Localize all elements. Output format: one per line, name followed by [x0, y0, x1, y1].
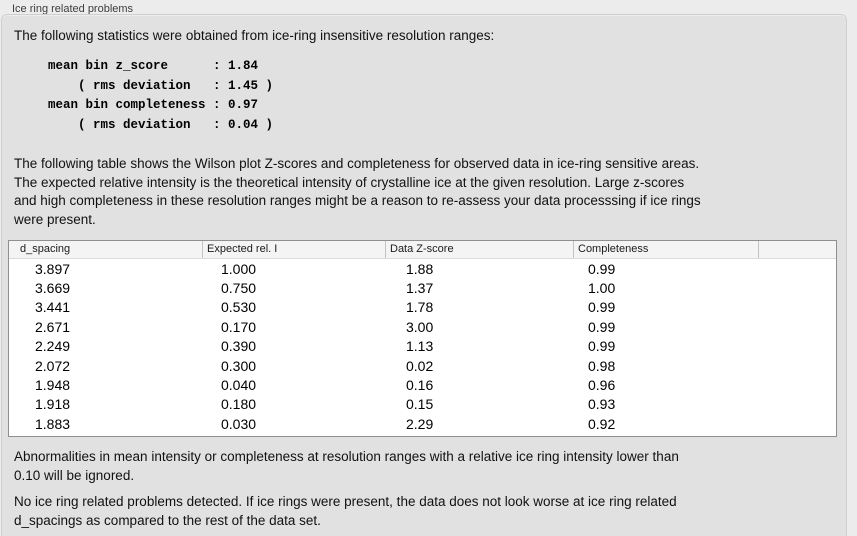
- cell-expected-rel-i: 0.030: [221, 415, 257, 432]
- cell-data-z-score: 1.13: [406, 338, 434, 355]
- cell-completeness: 1.00: [588, 280, 616, 297]
- table-row[interactable]: 1.883 0.030 2.29 0.92: [9, 414, 836, 433]
- statistics-block: mean bin z_score : 1.84 ( rms deviation …: [48, 59, 274, 132]
- cell-expected-rel-i: 0.040: [221, 377, 257, 394]
- cell-expected-rel-i: 0.530: [221, 299, 257, 316]
- cell-d-spacing: 3.897: [35, 260, 71, 277]
- table-row[interactable]: 2.671 0.170 3.00 0.99: [9, 317, 836, 336]
- cell-completeness: 0.96: [588, 377, 616, 394]
- table-row[interactable]: 3.669 0.750 1.37 1.00: [9, 278, 836, 297]
- ignore-threshold-note: Abnormalities in mean intensity or compl…: [14, 449, 679, 483]
- table-row[interactable]: 3.441 0.530 1.78 0.99: [9, 298, 836, 317]
- cell-data-z-score: 1.78: [406, 299, 434, 316]
- column-header-data-z-score[interactable]: Data Z-score: [385, 241, 573, 258]
- cell-d-spacing: 2.249: [35, 338, 71, 355]
- cell-d-spacing: 2.671: [35, 318, 71, 335]
- cell-expected-rel-i: 0.300: [221, 357, 257, 374]
- ice-ring-table: d_spacing Expected rel. I Data Z-score C…: [8, 240, 837, 437]
- column-header-d-spacing[interactable]: d_spacing: [20, 243, 71, 255]
- cell-d-spacing: 1.948: [35, 377, 71, 394]
- table-row[interactable]: 3.897 1.000 1.88 0.99: [9, 259, 836, 278]
- cell-expected-rel-i: 0.390: [221, 338, 257, 355]
- cell-expected-rel-i: 0.180: [221, 396, 257, 413]
- cell-d-spacing: 1.918: [35, 396, 71, 413]
- table-row[interactable]: 1.948 0.040 0.16 0.96: [9, 375, 836, 394]
- cell-d-spacing: 3.441: [35, 299, 71, 316]
- cell-data-z-score: 0.15: [406, 396, 434, 413]
- intro-text: The following statistics were obtained f…: [14, 28, 495, 43]
- cell-d-spacing: 3.669: [35, 280, 71, 297]
- cell-completeness: 0.99: [588, 299, 616, 316]
- column-header-expected-rel-i[interactable]: Expected rel. I: [202, 241, 385, 258]
- cell-data-z-score: 0.02: [406, 357, 434, 374]
- cell-expected-rel-i: 0.170: [221, 318, 257, 335]
- cell-completeness: 0.99: [588, 338, 616, 355]
- column-header-spacer: [758, 241, 836, 258]
- cell-expected-rel-i: 0.750: [221, 280, 257, 297]
- cell-data-z-score: 1.37: [406, 280, 434, 297]
- cell-expected-rel-i: 1.000: [221, 260, 257, 277]
- cell-completeness: 0.99: [588, 318, 616, 335]
- table-header-row: d_spacing Expected rel. I Data Z-score C…: [9, 241, 836, 259]
- table-row[interactable]: 2.072 0.300 0.02 0.98: [9, 356, 836, 375]
- cell-completeness: 0.98: [588, 357, 616, 374]
- cell-completeness: 0.92: [588, 415, 616, 432]
- table-row[interactable]: 2.249 0.390 1.13 0.99: [9, 337, 836, 356]
- cell-completeness: 0.99: [588, 260, 616, 277]
- cell-completeness: 0.93: [588, 396, 616, 413]
- conclusion-note: No ice ring related problems detected. I…: [14, 494, 677, 528]
- group-box-title: Ice ring related problems: [12, 3, 134, 15]
- table-row[interactable]: 1.918 0.180 0.15 0.93: [9, 395, 836, 414]
- cell-data-z-score: 0.16: [406, 377, 434, 394]
- cell-d-spacing: 2.072: [35, 357, 71, 374]
- cell-data-z-score: 1.88: [406, 260, 434, 277]
- cell-data-z-score: 2.29: [406, 415, 434, 432]
- description-text: The following table shows the Wilson plo…: [14, 156, 701, 228]
- table-body: 3.897 1.000 1.88 0.99 3.669 0.750 1.37 1…: [9, 259, 836, 436]
- cell-data-z-score: 3.00: [406, 318, 434, 335]
- column-header-completeness[interactable]: Completeness: [573, 241, 758, 258]
- cell-d-spacing: 1.883: [35, 415, 71, 432]
